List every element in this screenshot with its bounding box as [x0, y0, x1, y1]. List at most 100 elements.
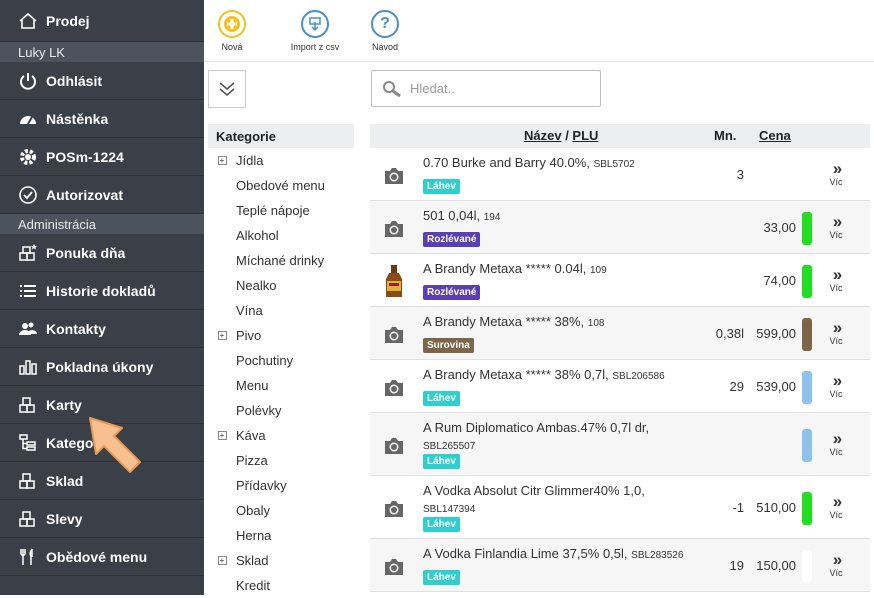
- gear-icon: [16, 146, 40, 168]
- table-row[interactable]: 0.70 Burke and Barry 40.0%, SBL5702 Láhev…: [370, 148, 870, 201]
- category-item[interactable]: Pochutiny: [208, 348, 354, 373]
- sidebar-item-authorize[interactable]: Autorizovat: [0, 176, 204, 214]
- sidebar-item-label: Historie dokladů: [46, 282, 156, 299]
- sort-by-name[interactable]: Název: [524, 128, 562, 143]
- expand-plus-icon[interactable]: +: [217, 331, 227, 340]
- product-title: A Rum Diplomatico Ambas.47% 0,7l dr,: [423, 420, 650, 435]
- table-row[interactable]: 501 0,04l, 194 Rozlévané 33,00» Víc: [370, 201, 870, 254]
- category-item[interactable]: + Sklad: [208, 548, 354, 573]
- sidebar-item-label: Prodej: [46, 12, 90, 29]
- product-quantity: 19: [729, 557, 744, 573]
- search-box[interactable]: [371, 70, 601, 107]
- category-item[interactable]: Obedové menu: [208, 173, 354, 198]
- category-label: Pivo: [236, 328, 262, 343]
- sidebar-item-logout[interactable]: Odhlásit: [0, 62, 204, 100]
- sidebar-item-label: Pokladna úkony: [46, 358, 154, 375]
- cutlery-icon: [16, 546, 40, 568]
- sidebar-item-dashboard[interactable]: Nástěnka: [0, 100, 204, 138]
- category-item[interactable]: + Káva: [208, 423, 354, 448]
- search-icon: [383, 80, 401, 97]
- tree-icon: [16, 432, 40, 454]
- sidebar-item-lunch-menu[interactable]: Obědové menu: [0, 538, 204, 576]
- more-button[interactable]: » Víc: [826, 211, 846, 240]
- more-button[interactable]: » Víc: [826, 551, 846, 578]
- expand-plus-icon[interactable]: +: [217, 431, 227, 440]
- category-expander[interactable]: +: [208, 331, 236, 340]
- table-row[interactable]: A Vodka Absolut Citr Glimmer40% 1,0, SBL…: [370, 476, 870, 539]
- sidebar-item-daily-offer[interactable]: Ponuka dňa: [0, 234, 204, 272]
- sort-by-plu[interactable]: PLU: [572, 128, 599, 143]
- table-row[interactable]: A Rum Diplomatico Ambas.47% 0,7l dr, SBL…: [370, 413, 870, 476]
- product-name: 501 0,04l, 194: [423, 207, 693, 226]
- category-item[interactable]: Přídavky: [208, 473, 354, 498]
- category-item[interactable]: Obaly: [208, 498, 354, 523]
- sidebar-item-label: Odhlásit: [46, 72, 103, 89]
- help-button[interactable]: ? Návod: [369, 0, 401, 61]
- dashboard-icon: [16, 108, 40, 130]
- sidebar-item-posm[interactable]: POSm-1224: [0, 138, 204, 176]
- more-button[interactable]: » Víc: [826, 160, 846, 187]
- category-expander[interactable]: +: [208, 156, 236, 165]
- import-csv-button[interactable]: Import z csv: [286, 0, 344, 61]
- category-item[interactable]: Menu: [208, 373, 354, 398]
- category-item[interactable]: Herna: [208, 523, 354, 548]
- sidebar: Prodej Luky LK Odhlásit Nástěnka POSm-12…: [0, 0, 204, 595]
- category-label: Nealko: [236, 278, 277, 293]
- category-item[interactable]: Alkohol: [208, 223, 354, 248]
- more-button[interactable]: » Víc: [826, 319, 846, 346]
- search-input[interactable]: [410, 81, 590, 96]
- more-button[interactable]: » Víc: [826, 493, 846, 520]
- sidebar-item-prodej[interactable]: Prodej: [0, 0, 204, 42]
- more-button[interactable]: » Víc: [826, 372, 846, 399]
- category-item[interactable]: Míchané drinky: [208, 248, 354, 273]
- double-chevron-right-icon: »: [832, 211, 842, 231]
- category-item[interactable]: Polévky: [208, 398, 354, 423]
- product-title: A Vodka Finlandia Lime 37,5% 0,5l,: [423, 546, 628, 561]
- table-row[interactable]: A Brandy Metaxa ***** 0.04l, 109 Rozlévan…: [370, 254, 870, 307]
- product-price: 539,00: [756, 378, 796, 394]
- section-administration: Administrácia: [0, 214, 204, 234]
- color-indicator: [802, 549, 812, 583]
- category-label: Teplé nápoje: [236, 203, 310, 218]
- double-chevron-right-icon: »: [832, 264, 842, 284]
- table-row[interactable]: A Brandy Metaxa ***** 38%, 108 Surovina 0,…: [370, 307, 870, 360]
- category-expander[interactable]: +: [208, 431, 236, 440]
- sidebar-item-contacts[interactable]: Kontakty: [0, 310, 204, 348]
- camera-icon: [380, 162, 408, 190]
- sidebar-item-stock[interactable]: Sklad: [0, 462, 204, 500]
- category-label: Pizza: [236, 453, 268, 468]
- product-name: A Vodka Absolut Citr Glimmer40% 1,0, SBL…: [423, 482, 693, 518]
- user-name: Luky LK: [0, 42, 204, 62]
- category-item[interactable]: Vína: [208, 298, 354, 323]
- expand-plus-icon[interactable]: +: [217, 156, 227, 165]
- users-icon: [16, 318, 40, 340]
- category-item[interactable]: + Pivo: [208, 323, 354, 348]
- collapse-categories-button[interactable]: [208, 70, 246, 108]
- category-expander[interactable]: +: [208, 556, 236, 565]
- expand-plus-icon[interactable]: +: [217, 556, 227, 565]
- boxes-icon: [16, 470, 40, 492]
- product-name: A Brandy Metaxa ***** 0.04l, 109: [423, 260, 693, 279]
- color-indicator: [802, 491, 812, 525]
- category-item[interactable]: Teplé nápoje: [208, 198, 354, 223]
- more-label: Víc: [829, 229, 843, 240]
- category-item[interactable]: Nealko: [208, 273, 354, 298]
- sidebar-item-cash-actions[interactable]: Pokladna úkony: [0, 348, 204, 386]
- table-row[interactable]: A Vodka Finlandia Lime 37,5% 0,5l, SBL28…: [370, 539, 870, 592]
- category-item[interactable]: + Jídla: [208, 148, 354, 173]
- type-badge: Láhev: [423, 391, 460, 406]
- category-item[interactable]: Pizza: [208, 448, 354, 473]
- product-price: 599,00: [756, 325, 796, 341]
- more-button[interactable]: » Víc: [826, 264, 846, 293]
- table-row[interactable]: A Brandy Metaxa ***** 38% 0,7l, SBL20658…: [370, 360, 870, 413]
- category-label: Jídla: [236, 153, 264, 168]
- camera-icon: [380, 495, 408, 523]
- more-button[interactable]: » Víc: [826, 430, 846, 457]
- sidebar-item-discounts[interactable]: Slevy: [0, 500, 204, 538]
- sidebar-item-history[interactable]: Historie dokladů: [0, 272, 204, 310]
- product-quantity: 0,38l: [715, 325, 744, 341]
- new-button[interactable]: Nová: [218, 0, 246, 61]
- category-item[interactable]: Kredit: [208, 573, 354, 598]
- boxes-icon: [16, 508, 40, 530]
- sort-by-price[interactable]: Cena: [759, 128, 791, 143]
